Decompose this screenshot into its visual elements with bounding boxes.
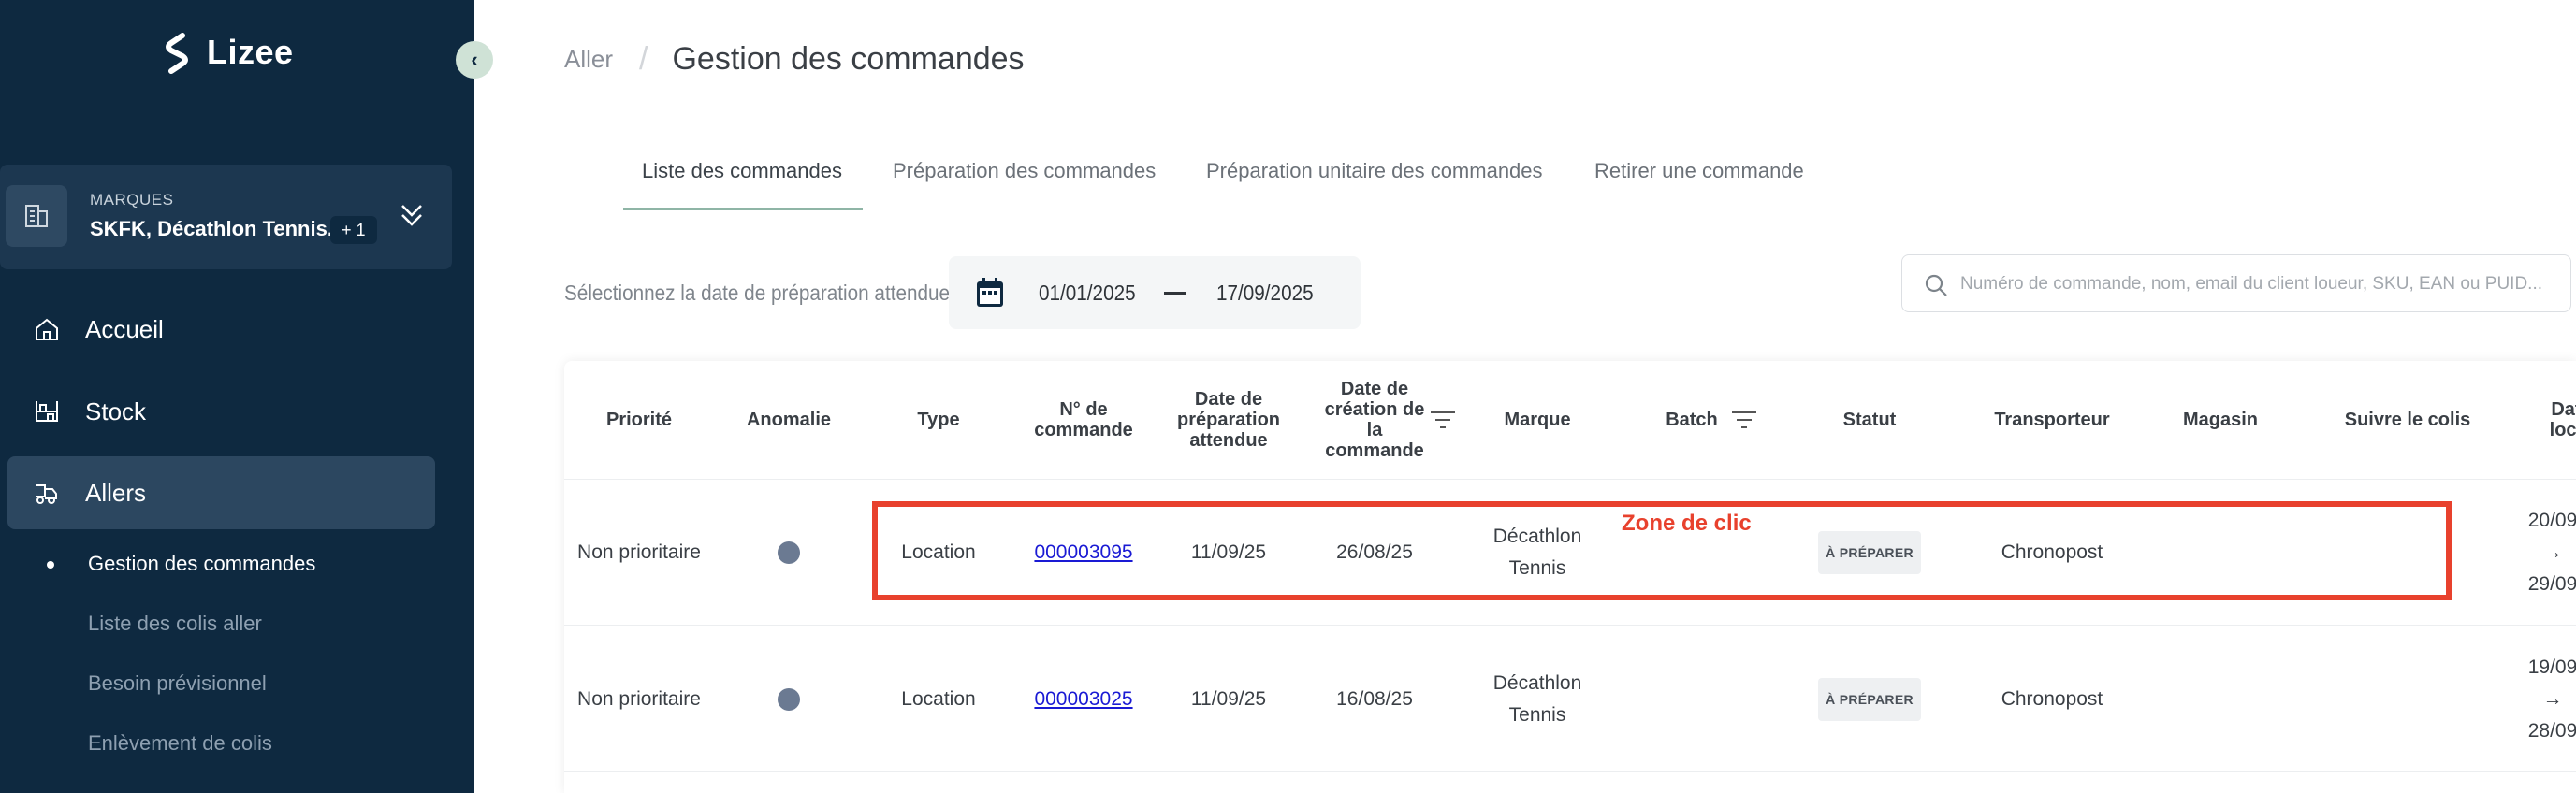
date-range-dash xyxy=(1164,292,1186,295)
cell-rental-dates: 19/09 → 28/09 xyxy=(2520,627,2576,772)
table-row[interactable]: Non prioritaire Location 000003095 11/09… xyxy=(564,480,2576,626)
sub-item-liste-colis[interactable]: Liste des colis aller xyxy=(88,612,262,635)
date-range-picker[interactable]: 01/01/2025 17/09/2025 xyxy=(949,256,1361,329)
col-header-statut: Statut xyxy=(1842,410,1897,430)
tab-bar: Liste des commandes Préparation des comm… xyxy=(623,153,2576,210)
cell-order-number: 000003095 xyxy=(1023,480,1144,626)
tab-preparation-commandes[interactable]: Préparation des commandes xyxy=(893,159,1157,182)
brand-count-badge: + 1 xyxy=(330,216,377,244)
sub-item-gestion-commandes[interactable]: Gestion des commandes xyxy=(88,552,316,575)
nav-label: Stock xyxy=(85,396,147,425)
cell-prep-date: 11/09/25 xyxy=(1190,541,1267,563)
delivery-icon xyxy=(36,484,57,504)
col-header-numero: N° de commande xyxy=(1034,399,1133,440)
cell-status: À PRÉPARER xyxy=(1790,627,1949,772)
home-icon xyxy=(36,318,58,340)
nav-item-allers[interactable]: Allers xyxy=(7,456,435,529)
anomaly-dot-icon xyxy=(778,688,800,711)
table-row[interactable]: Non prioritaire Location 000003025 11/09… xyxy=(564,627,2576,772)
active-sub-indicator xyxy=(47,561,54,569)
stock-icon xyxy=(36,401,58,422)
calendar-icon xyxy=(977,278,1003,307)
anomaly-dot-icon xyxy=(778,541,800,564)
col-header-suivre-colis: Suivre le colis xyxy=(2344,410,2471,430)
cell-type: Location xyxy=(901,541,976,563)
order-link[interactable]: 000003025 xyxy=(1034,688,1133,710)
cell-created-date: 16/08/25 xyxy=(1336,688,1413,710)
col-header-batch[interactable]: Batch xyxy=(1666,410,1718,430)
tab-preparation-unitaire[interactable]: Préparation unitaire des commandes xyxy=(1206,159,1543,182)
col-header-magasin: Magasin xyxy=(2182,410,2259,430)
cell-anomaly xyxy=(714,480,864,626)
cell-created-date: 26/08/25 xyxy=(1336,541,1413,563)
click-zone-highlight xyxy=(872,501,2452,600)
rental-arrow: → xyxy=(2542,541,2563,563)
tab-liste-commandes[interactable]: Liste des commandes xyxy=(642,159,842,182)
nav-label: Accueil xyxy=(85,314,164,343)
order-link[interactable]: 000003095 xyxy=(1034,541,1133,563)
nav-label: Allers xyxy=(85,478,147,507)
cell-priority: Non prioritaire xyxy=(577,541,701,563)
cell-brand: Décathlon Tennis xyxy=(1492,526,1582,579)
active-tab-underline xyxy=(623,208,863,210)
status-badge: À PRÉPARER xyxy=(1818,531,1921,574)
cell-type: Location xyxy=(901,688,976,710)
cell-rental-dates: 20/09 → 29/09 xyxy=(2520,480,2576,626)
brand-label: MARQUES xyxy=(90,191,174,209)
sidebar: Lizee MARQUES SKFK, Décathlon Tennis... … xyxy=(0,0,474,793)
cell-brand: Décathlon Tennis xyxy=(1492,672,1582,726)
col-header-date-creation[interactable]: Date de création de la commande xyxy=(1324,379,1425,461)
cell-order-number: 000003025 xyxy=(1023,627,1144,772)
cell-anomaly xyxy=(714,627,864,772)
col-header-type: Type xyxy=(917,410,960,430)
building-icon xyxy=(6,185,67,247)
rental-start: 20/09 xyxy=(2527,510,2576,531)
cell-carrier: Chronopost xyxy=(2001,688,2103,710)
rental-end: 29/09 xyxy=(2527,573,2576,595)
sub-item-besoin-previsionnel[interactable]: Besoin prévisionnel xyxy=(88,671,267,695)
status-badge: À PRÉPARER xyxy=(1818,678,1921,721)
collapse-sidebar-button[interactable]: ‹ xyxy=(456,41,493,79)
sort-icon[interactable] xyxy=(1730,410,1758,430)
date-filter-label: Sélectionnez la date de préparation atte… xyxy=(564,281,961,305)
header-divider xyxy=(564,479,2576,480)
cell-carrier: Chronopost xyxy=(2001,541,2103,563)
col-header-anomalie: Anomalie xyxy=(746,410,832,430)
breadcrumb-parent[interactable]: Aller xyxy=(564,45,614,73)
search-icon xyxy=(1925,274,1947,296)
col-header-date-preparation: Date de préparation attendue xyxy=(1176,389,1281,451)
rental-end: 28/09 xyxy=(2527,720,2576,742)
brand-selector[interactable]: MARQUES SKFK, Décathlon Tennis... + 1 xyxy=(0,165,452,269)
click-zone-label: Zone de clic xyxy=(1622,511,1752,536)
page-title: Gestion des commandes xyxy=(672,41,1025,77)
logo-text: Lizee xyxy=(207,33,294,71)
double-chevron-down-icon[interactable] xyxy=(397,198,427,232)
sort-icon[interactable] xyxy=(1429,410,1457,430)
breadcrumb-separator: / xyxy=(639,41,648,77)
col-header-priorite: Priorité xyxy=(605,410,673,430)
col-header-transporteur: Transporteur xyxy=(1994,410,2110,430)
rental-start: 19/09 xyxy=(2527,656,2576,678)
tab-retirer-commande[interactable]: Retirer une commande xyxy=(1594,159,1804,182)
cell-status: À PRÉPARER xyxy=(1790,480,1949,626)
nav-item-stock[interactable]: Stock xyxy=(7,375,435,448)
orders-table: Priorité Anomalie Type N° de commande Da… xyxy=(564,361,2576,793)
rental-arrow: → xyxy=(2542,688,2563,710)
breadcrumb: Aller / Gestion des commandes xyxy=(564,41,1025,78)
chevron-left-icon: ‹ xyxy=(471,48,478,71)
nav-item-accueil[interactable]: Accueil xyxy=(7,293,435,366)
date-from[interactable]: 01/01/2025 xyxy=(1039,281,1136,305)
col-header-date-location: Date locat xyxy=(2549,399,2576,440)
lizee-logo-icon xyxy=(166,33,188,74)
sub-item-enlevement-colis[interactable]: Enlèvement de colis xyxy=(88,731,272,755)
date-to[interactable]: 17/09/2025 xyxy=(1216,281,1314,305)
cell-prep-date: 11/09/25 xyxy=(1190,688,1267,710)
brand-value: SKFK, Décathlon Tennis... xyxy=(90,217,345,240)
col-header-marque: Marque xyxy=(1504,410,1571,430)
search-box xyxy=(1901,254,2571,312)
search-input[interactable] xyxy=(1960,267,2559,302)
logo[interactable]: Lizee xyxy=(154,30,294,75)
cell-priority: Non prioritaire xyxy=(577,688,701,710)
